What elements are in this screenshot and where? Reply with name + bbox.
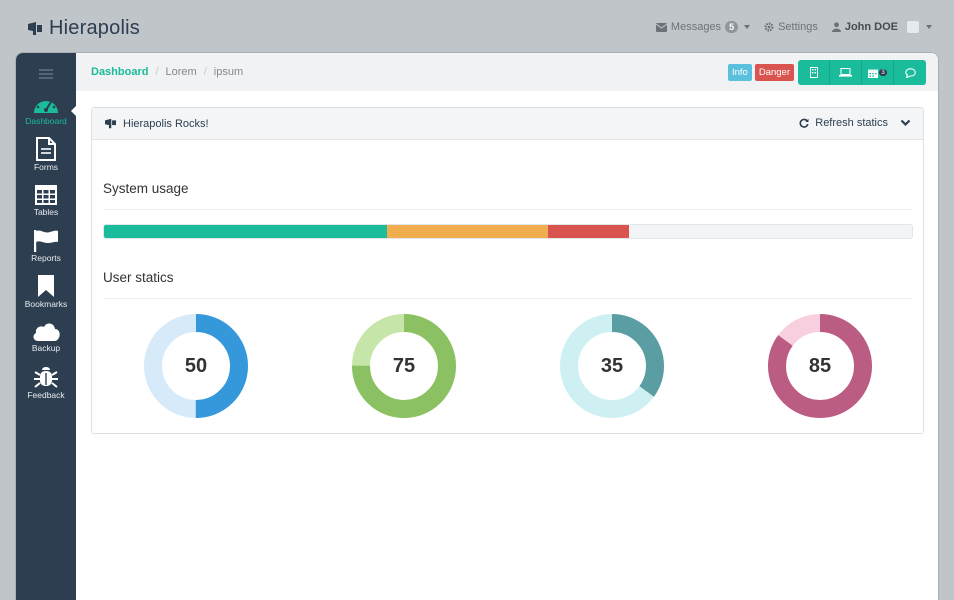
chevron-down-icon: [744, 25, 751, 29]
panel-header: Hierapolis Rocks! Refresh statics: [92, 108, 923, 140]
active-indicator: [71, 105, 77, 117]
panel-tools: Refresh statics: [799, 117, 911, 129]
panel-title: Hierapolis Rocks!: [123, 117, 209, 130]
main-content: Dashboard / Lorem / ipsum Info Danger: [76, 53, 938, 600]
logo-icon: [105, 118, 116, 129]
progress-segment-0: [104, 225, 387, 238]
breadcrumb: Dashboard / Lorem / ipsum Info Danger: [76, 53, 938, 91]
chevron-down-icon[interactable]: [900, 119, 911, 127]
settings-link[interactable]: Settings: [764, 21, 818, 33]
toolbar-button-group: 3: [798, 60, 926, 85]
flag-icon: [34, 230, 58, 252]
danger-label: Danger: [754, 64, 794, 81]
sidebar: Dashboard Forms Tables Reports: [16, 53, 77, 600]
sidebar-item-label: Bookmarks: [24, 299, 68, 309]
sidebar-item-forms[interactable]: Forms: [16, 137, 76, 172]
menu-toggle-icon[interactable]: [39, 69, 53, 80]
table-icon: [35, 185, 57, 205]
brand[interactable]: Hierapolis: [27, 17, 140, 40]
sidebar-item-label: Backup: [31, 343, 61, 353]
breadcrumb-actions: Info Danger 3: [727, 60, 926, 85]
user-icon: [831, 22, 841, 32]
sidebar-item-feedback[interactable]: Feedback: [16, 365, 76, 400]
system-usage-title: System usage: [103, 181, 189, 196]
user-menu[interactable]: John DOE: [831, 20, 932, 34]
gear-icon: [764, 22, 774, 32]
donut-value-label: 50: [184, 354, 208, 377]
messages-menu[interactable]: Messages 5: [655, 21, 751, 33]
donut-value-arc: [144, 314, 248, 418]
logo-icon: [28, 21, 42, 35]
bug-icon: [34, 367, 58, 388]
top-bar: Hierapolis Messages 5 Settings John DOE: [0, 0, 954, 56]
cloud-icon: [33, 323, 60, 341]
donut-value-arc: [560, 314, 664, 418]
chevron-down-icon: [926, 25, 932, 29]
donut-svg: [144, 314, 248, 418]
avatar: [906, 20, 920, 34]
sidebar-item-backup[interactable]: Backup: [16, 320, 76, 353]
system-usage-progress: [103, 224, 913, 239]
laptop-button[interactable]: [830, 60, 862, 85]
sidebar-item-label: Reports: [31, 253, 61, 263]
building-icon: [809, 67, 818, 78]
settings-label: Settings: [778, 21, 818, 33]
sidebar-item-bookmarks[interactable]: Bookmarks: [16, 274, 76, 309]
refresh-icon: [799, 118, 809, 128]
envelope-icon: [655, 22, 667, 32]
refresh-statics-button[interactable]: Refresh statics: [799, 117, 888, 129]
sidebar-item-label: Tables: [33, 207, 59, 217]
breadcrumb-lorem[interactable]: Lorem: [165, 66, 197, 78]
app-frame: Dashboard Forms Tables Reports: [15, 52, 939, 600]
dashboard-icon: [34, 97, 58, 113]
messages-count-badge: 5: [725, 21, 739, 33]
divider: [103, 298, 912, 299]
donut-svg: [352, 314, 456, 418]
building-button[interactable]: [798, 60, 830, 85]
donut-value-label: 85: [808, 354, 832, 377]
dashboard-panel: Hierapolis Rocks! Refresh statics System…: [91, 107, 924, 434]
sidebar-item-reports[interactable]: Reports: [16, 229, 76, 263]
laptop-icon: [839, 68, 852, 77]
donut-value-arc: [352, 314, 456, 418]
progress-segment-1: [386, 225, 549, 238]
breadcrumb-ipsum: ipsum: [213, 66, 244, 78]
donut-chart-3: 85: [767, 313, 873, 419]
donut-chart-2: 35: [559, 313, 665, 419]
sidebar-item-tables[interactable]: Tables: [16, 184, 76, 217]
chat-button[interactable]: [894, 60, 926, 85]
brand-name: Hierapolis: [49, 17, 140, 39]
donut-svg: [560, 314, 664, 418]
sidebar-item-label: Forms: [33, 162, 59, 172]
donut-value-label: 75: [392, 354, 416, 377]
breadcrumb-dashboard[interactable]: Dashboard: [91, 66, 149, 78]
donut-svg: [768, 314, 872, 418]
sidebar-item-label: Dashboard: [25, 116, 67, 126]
donut-value-label: 35: [600, 354, 624, 377]
user-statics-title: User statics: [103, 270, 174, 285]
donut-value-arc: [768, 314, 872, 418]
calendar-icon: [868, 69, 879, 78]
sidebar-item-label: Feedback: [27, 390, 65, 400]
comment-icon: [904, 67, 916, 78]
donut-chart-0: 50: [143, 313, 249, 419]
refresh-statics-label: Refresh statics: [815, 117, 888, 129]
calendar-button[interactable]: 3: [862, 60, 894, 85]
messages-label: Messages: [670, 21, 722, 33]
bookmark-icon: [38, 275, 54, 297]
document-icon: [36, 137, 56, 161]
sidebar-item-dashboard[interactable]: Dashboard: [16, 93, 76, 126]
donut-chart-1: 75: [351, 313, 457, 419]
calendar-count-badge: 3: [879, 69, 887, 76]
progress-segment-2: [548, 225, 630, 238]
info-label: Info: [727, 64, 752, 81]
top-nav: Messages 5 Settings John DOE: [655, 20, 932, 34]
user-name: John DOE: [844, 21, 898, 33]
divider: [103, 209, 912, 210]
